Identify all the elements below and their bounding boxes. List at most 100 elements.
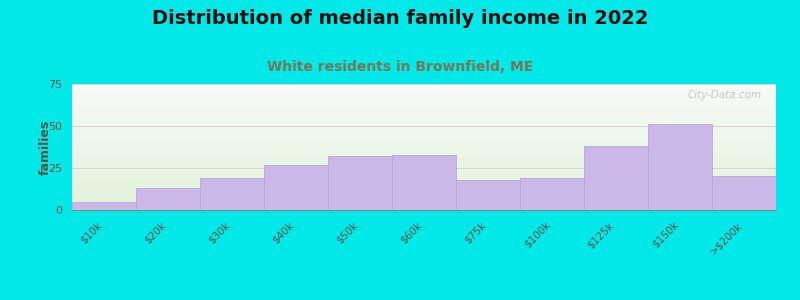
Bar bbox=[72, 208, 776, 209]
Bar bbox=[72, 137, 776, 138]
Bar bbox=[72, 164, 776, 165]
Bar bbox=[72, 116, 776, 117]
Bar bbox=[264, 165, 328, 210]
Bar bbox=[72, 162, 776, 163]
Bar bbox=[72, 165, 776, 166]
Bar bbox=[72, 134, 776, 135]
Bar bbox=[72, 172, 776, 173]
Bar bbox=[72, 140, 776, 141]
Bar bbox=[72, 125, 776, 126]
Bar bbox=[72, 139, 776, 140]
Bar bbox=[72, 196, 776, 197]
Bar bbox=[72, 128, 776, 129]
Bar bbox=[72, 174, 776, 175]
Bar bbox=[72, 182, 776, 183]
Bar bbox=[72, 147, 776, 148]
Bar bbox=[72, 141, 776, 142]
Bar bbox=[72, 148, 776, 149]
Bar bbox=[72, 175, 776, 176]
Bar bbox=[72, 101, 776, 102]
Bar bbox=[72, 181, 776, 182]
Bar bbox=[72, 89, 776, 90]
Bar bbox=[72, 186, 776, 187]
Bar bbox=[72, 97, 776, 98]
Bar bbox=[72, 92, 776, 93]
Bar bbox=[72, 109, 776, 110]
Bar bbox=[136, 188, 200, 210]
Bar bbox=[72, 99, 776, 100]
Bar bbox=[72, 209, 776, 210]
Bar bbox=[72, 103, 776, 104]
Bar bbox=[72, 178, 776, 179]
Bar bbox=[72, 95, 776, 96]
Bar bbox=[72, 177, 776, 178]
Bar bbox=[72, 100, 776, 101]
Bar bbox=[72, 115, 776, 116]
Bar bbox=[584, 146, 648, 210]
Bar bbox=[72, 108, 776, 109]
Bar bbox=[72, 144, 776, 145]
Bar bbox=[72, 161, 776, 162]
Bar bbox=[72, 195, 776, 196]
Bar bbox=[72, 143, 776, 144]
Bar bbox=[200, 178, 264, 210]
Bar bbox=[72, 188, 776, 189]
Bar bbox=[72, 189, 776, 190]
Bar bbox=[72, 192, 776, 193]
Bar bbox=[72, 173, 776, 174]
Bar bbox=[72, 93, 776, 94]
Bar bbox=[72, 112, 776, 113]
Bar bbox=[72, 123, 776, 124]
Bar bbox=[72, 156, 776, 157]
Bar bbox=[72, 110, 776, 111]
Bar bbox=[72, 111, 776, 112]
Bar bbox=[72, 133, 776, 134]
Bar bbox=[72, 201, 776, 202]
Bar bbox=[72, 114, 776, 115]
Bar bbox=[72, 179, 776, 180]
Bar bbox=[72, 191, 776, 192]
Bar bbox=[72, 98, 776, 99]
Bar bbox=[72, 194, 776, 195]
Bar bbox=[72, 131, 776, 132]
Bar bbox=[456, 180, 520, 210]
Bar bbox=[72, 202, 776, 203]
Bar bbox=[72, 183, 776, 184]
Bar bbox=[72, 197, 776, 198]
Bar bbox=[72, 138, 776, 139]
Bar bbox=[72, 163, 776, 164]
Text: City-Data.com: City-Data.com bbox=[688, 90, 762, 100]
Bar bbox=[72, 117, 776, 118]
Bar bbox=[72, 118, 776, 119]
Text: Distribution of median family income in 2022: Distribution of median family income in … bbox=[152, 9, 648, 28]
Bar bbox=[72, 160, 776, 161]
Bar bbox=[392, 154, 456, 210]
Bar bbox=[72, 146, 776, 147]
Bar bbox=[72, 145, 776, 146]
Bar bbox=[72, 113, 776, 114]
Bar bbox=[72, 152, 776, 153]
Bar bbox=[72, 185, 776, 186]
Bar bbox=[72, 129, 776, 130]
Bar bbox=[72, 85, 776, 86]
Bar bbox=[72, 184, 776, 185]
Bar bbox=[72, 205, 776, 206]
Bar bbox=[72, 154, 776, 155]
Y-axis label: families: families bbox=[39, 119, 52, 175]
Bar bbox=[72, 171, 776, 172]
Bar bbox=[72, 124, 776, 125]
Bar bbox=[72, 132, 776, 133]
Bar bbox=[72, 102, 776, 103]
Bar bbox=[72, 120, 776, 121]
Bar bbox=[72, 153, 776, 154]
Bar bbox=[72, 157, 776, 158]
Bar bbox=[72, 136, 776, 137]
Bar bbox=[72, 84, 776, 85]
Bar bbox=[72, 104, 776, 105]
Bar bbox=[72, 169, 776, 170]
Bar bbox=[520, 178, 584, 210]
Bar bbox=[72, 142, 776, 143]
Bar bbox=[648, 124, 712, 210]
Bar bbox=[712, 176, 776, 210]
Bar bbox=[72, 206, 776, 207]
